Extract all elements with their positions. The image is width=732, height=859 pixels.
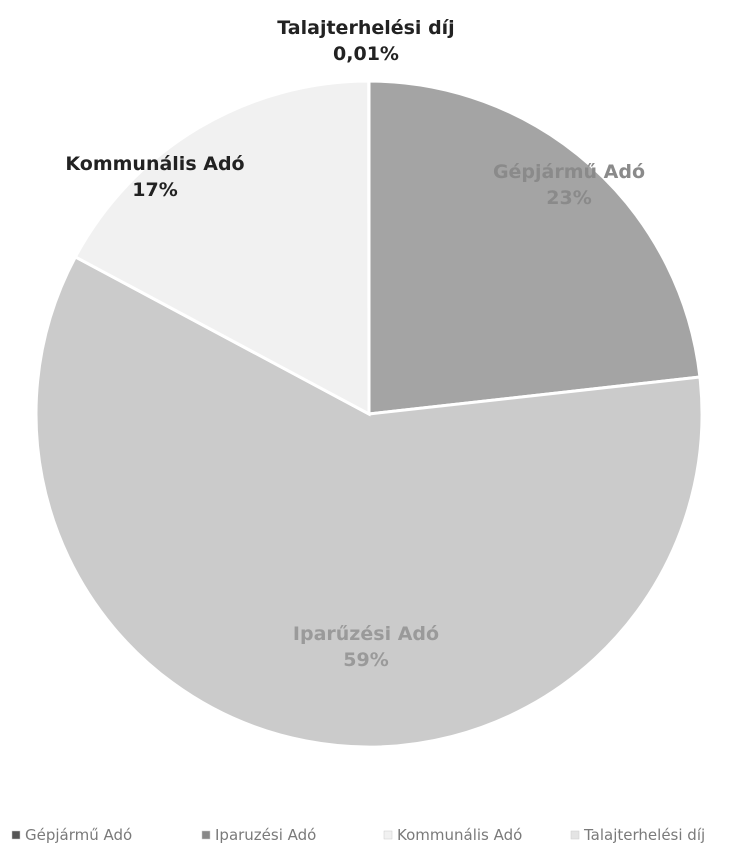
legend-item-iparuzesi-ado: Iparuzési Adó: [202, 826, 316, 844]
legend: Gépjármű Adó Iparuzési Adó Kommunális Adó T…: [12, 826, 705, 844]
data-label-category: Gépjármű Adó: [493, 161, 645, 183]
data-label-percent: 59%: [343, 649, 388, 671]
legend-swatch: [384, 831, 392, 839]
data-label-percent: 17%: [132, 179, 177, 201]
legend-label: Gépjármű Adó: [25, 826, 132, 844]
legend-swatch: [12, 831, 20, 839]
legend-label: Iparuzési Adó: [215, 826, 316, 844]
legend-item-talajterhelesi-dij: Talajterhelési díj: [571, 826, 705, 844]
legend-swatch: [202, 831, 210, 839]
data-label-percent: 23%: [546, 187, 591, 209]
legend-swatch: [571, 831, 579, 839]
pie-slice-gepjarmu-ado: [369, 81, 700, 414]
data-label-category: Iparűzési Adó: [293, 623, 439, 645]
legend-label: Kommunális Adó: [397, 826, 522, 844]
data-label-category: Kommunális Adó: [65, 153, 244, 175]
data-label-percent: 0,01%: [333, 43, 399, 65]
legend-label: Talajterhelési díj: [583, 826, 705, 844]
data-label-talajterhelesi-dij: Talajterhelési díj 0,01%: [277, 17, 454, 65]
legend-item-kommunalis-ado: Kommunális Adó: [384, 826, 522, 844]
legend-item-gepjarmu-ado: Gépjármű Adó: [12, 826, 132, 844]
data-label-category: Talajterhelési díj: [277, 17, 454, 39]
